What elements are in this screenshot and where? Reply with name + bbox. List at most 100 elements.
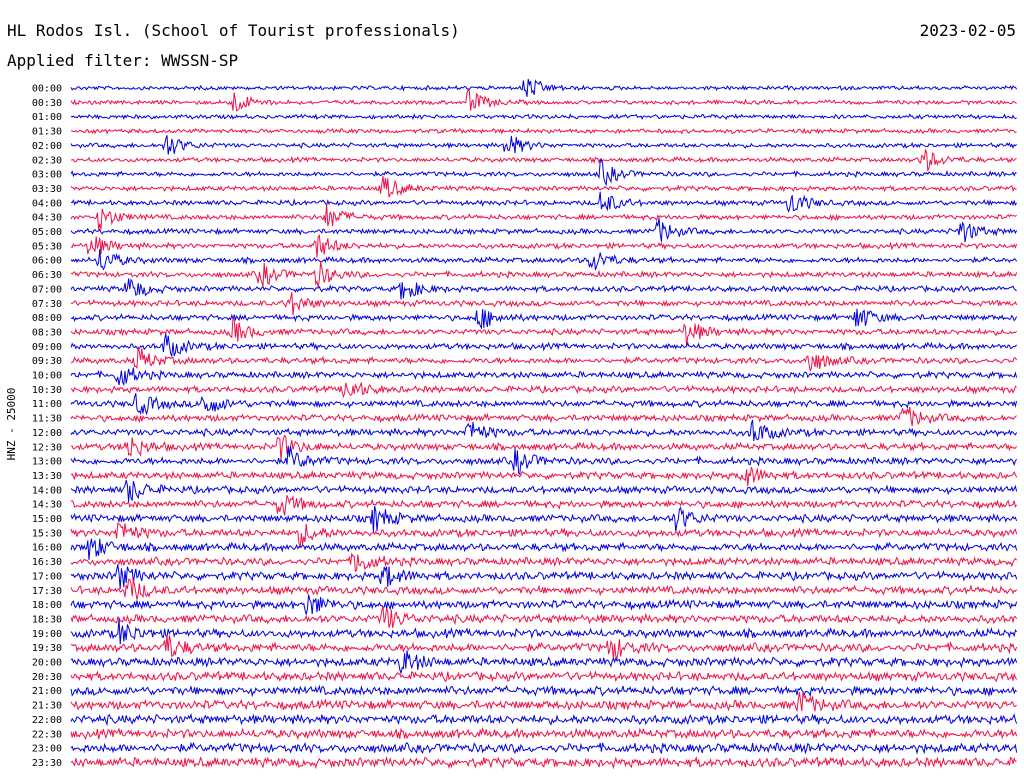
time-label: 09:30 — [32, 356, 62, 367]
trace-row — [70, 148, 1017, 172]
time-label: 01:30 — [32, 127, 62, 138]
time-label: 00:00 — [32, 84, 62, 95]
trace-row — [70, 419, 1018, 442]
trace-row — [70, 505, 1018, 533]
time-label: 15:30 — [32, 528, 62, 539]
seismic-traces — [70, 78, 1018, 770]
trace-row — [70, 564, 1018, 589]
time-label: 23:30 — [32, 758, 62, 769]
time-label: 18:30 — [32, 614, 62, 625]
trace-row — [70, 191, 1018, 213]
time-labels: 00:00 00:30 01:00 01:30 02:00 02:30 03:00 03:30… — [32, 84, 62, 769]
time-label: 13:00 — [32, 457, 62, 468]
time-label: 16:30 — [32, 557, 62, 568]
time-label: 06:00 — [32, 256, 62, 267]
time-label: 14:00 — [32, 485, 62, 496]
trace-row — [70, 522, 1018, 549]
trace-row — [70, 670, 1018, 683]
trace-row — [70, 157, 1017, 187]
y-axis-label: HNZ - 25000 — [5, 388, 18, 461]
time-label: 00:30 — [32, 98, 62, 109]
trace-row — [70, 262, 1018, 288]
station-title: HL Rodos Isl. (School of Tourist profess… — [7, 21, 460, 40]
trace-row — [70, 618, 1018, 645]
time-label: 23:00 — [32, 744, 62, 755]
trace-row — [70, 127, 1017, 135]
trace-row — [70, 88, 1017, 112]
time-label: 10:00 — [32, 371, 62, 382]
trace-row — [70, 135, 1017, 155]
time-label: 03:00 — [32, 170, 62, 181]
time-label: 20:30 — [32, 672, 62, 683]
filter-label: Applied filter: WWSSN-SP — [7, 51, 238, 70]
trace-row — [70, 494, 1018, 516]
time-label: 17:30 — [32, 586, 62, 597]
trace-row — [70, 692, 1017, 713]
trace-row — [70, 217, 1018, 243]
trace-row — [70, 650, 1018, 675]
trace-row — [70, 434, 1018, 460]
trace-row — [70, 248, 1018, 271]
time-label: 22:30 — [32, 729, 62, 740]
trace-row — [70, 346, 1018, 373]
time-label: 13:30 — [32, 471, 62, 482]
trace-row — [70, 445, 1018, 476]
plot-date: 2023-02-05 — [920, 21, 1016, 40]
trace-row — [70, 594, 1018, 615]
time-label: 03:30 — [32, 184, 62, 195]
trace-row — [70, 635, 1018, 661]
trace-row — [70, 292, 1018, 316]
time-label: 15:00 — [32, 514, 62, 525]
trace-row — [70, 578, 1018, 600]
time-label: 21:00 — [32, 686, 62, 697]
time-label: 04:00 — [32, 198, 62, 209]
time-label: 12:30 — [32, 442, 62, 453]
time-label: 21:30 — [32, 701, 62, 712]
time-label: 19:30 — [32, 643, 62, 654]
trace-row — [70, 175, 1017, 198]
time-label: 12:00 — [32, 428, 62, 439]
trace-row — [70, 684, 1017, 698]
time-label: 11:00 — [32, 399, 62, 410]
trace-row — [70, 78, 1018, 97]
time-label: 05:30 — [32, 241, 62, 252]
time-label: 11:30 — [32, 414, 62, 425]
trace-row — [70, 113, 1017, 121]
time-label: 22:00 — [32, 715, 62, 726]
time-label: 09:00 — [32, 342, 62, 353]
trace-row — [70, 479, 1018, 503]
trace-row — [70, 606, 1018, 628]
trace-row — [70, 308, 1018, 330]
time-label: 01:00 — [32, 112, 62, 123]
time-label: 04:30 — [32, 213, 62, 224]
time-label: 20:00 — [32, 658, 62, 669]
trace-row — [70, 727, 1018, 741]
trace-row — [70, 278, 1017, 300]
time-label: 07:00 — [32, 284, 62, 295]
time-label: 06:30 — [32, 270, 62, 281]
trace-row — [70, 552, 1017, 572]
time-label: 19:00 — [32, 629, 62, 640]
time-label: 02:30 — [32, 155, 62, 166]
time-label: 17:00 — [32, 571, 62, 582]
time-label: 10:30 — [32, 385, 62, 396]
trace-row — [70, 392, 1018, 416]
time-label: 18:00 — [32, 600, 62, 611]
time-label: 07:30 — [32, 299, 62, 310]
trace-row — [70, 741, 1018, 755]
trace-row — [70, 333, 1017, 358]
trace-row — [70, 538, 1018, 560]
time-label: 02:00 — [32, 141, 62, 152]
trace-row — [70, 203, 1017, 230]
trace-row — [70, 316, 1017, 347]
time-label: 16:00 — [32, 543, 62, 554]
trace-row — [70, 367, 1018, 387]
time-label: 05:00 — [32, 227, 62, 238]
trace-row — [70, 234, 1018, 258]
trace-row — [70, 382, 1017, 399]
time-label: 14:30 — [32, 500, 62, 511]
trace-row — [70, 407, 1017, 427]
trace-row — [70, 712, 1018, 727]
time-label: 08:30 — [32, 327, 62, 338]
